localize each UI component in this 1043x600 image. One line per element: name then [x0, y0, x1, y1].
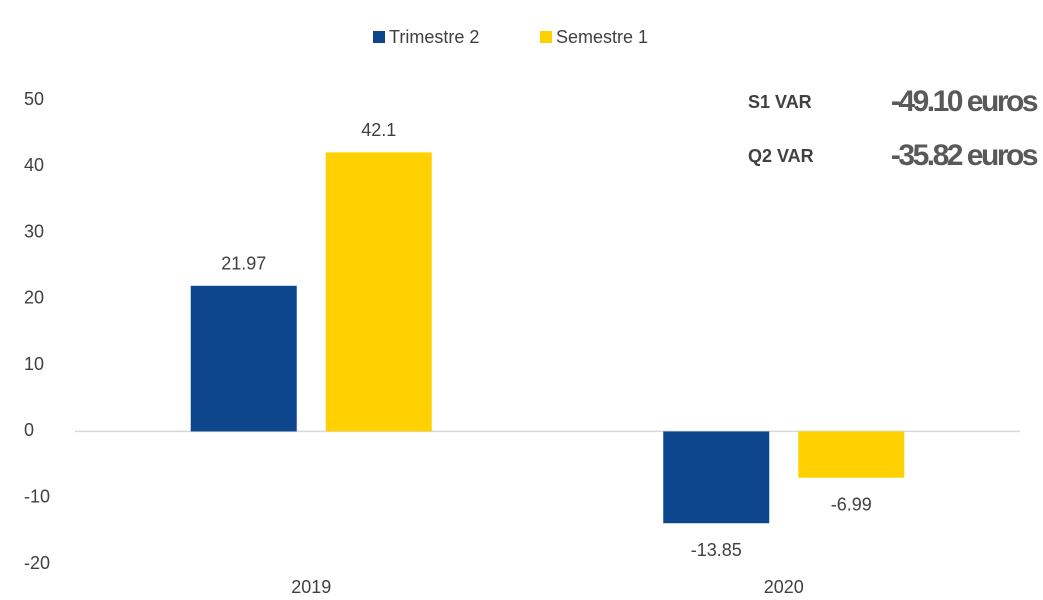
data-label: -6.99 — [831, 495, 872, 515]
annotation-label: Q2 VAR — [748, 146, 814, 166]
y-tick-label: 50 — [24, 89, 44, 109]
legend-label: Trimestre 2 — [389, 27, 479, 47]
legend-swatch — [540, 31, 552, 43]
x-tick-label: 2020 — [764, 577, 804, 597]
x-tick-label: 2019 — [291, 577, 331, 597]
y-tick-label: 40 — [24, 155, 44, 175]
y-tick-label: -10 — [24, 486, 50, 506]
bar — [190, 285, 297, 432]
data-label: 42.1 — [361, 120, 396, 140]
annotation-value: -49.10 euros — [891, 85, 1038, 118]
y-tick-label: 20 — [24, 288, 44, 308]
annotation-value: -35.82 euros — [891, 139, 1038, 172]
legend-label: Semestre 1 — [556, 27, 648, 47]
annotation-label: S1 VAR — [748, 92, 812, 112]
y-tick-label: 0 — [24, 420, 34, 440]
annotations: S1 VAR -49.10 euros Q2 VAR -35.82 euros — [748, 85, 1040, 172]
y-tick-label: -20 — [24, 553, 50, 573]
data-label: 21.97 — [221, 254, 266, 274]
y-tick-label: 10 — [24, 354, 44, 374]
bar — [798, 431, 905, 478]
bar — [663, 431, 770, 524]
y-tick-label: 30 — [24, 221, 44, 241]
bar — [325, 152, 432, 432]
legend-swatch — [373, 31, 385, 43]
data-label: -13.85 — [691, 540, 742, 560]
